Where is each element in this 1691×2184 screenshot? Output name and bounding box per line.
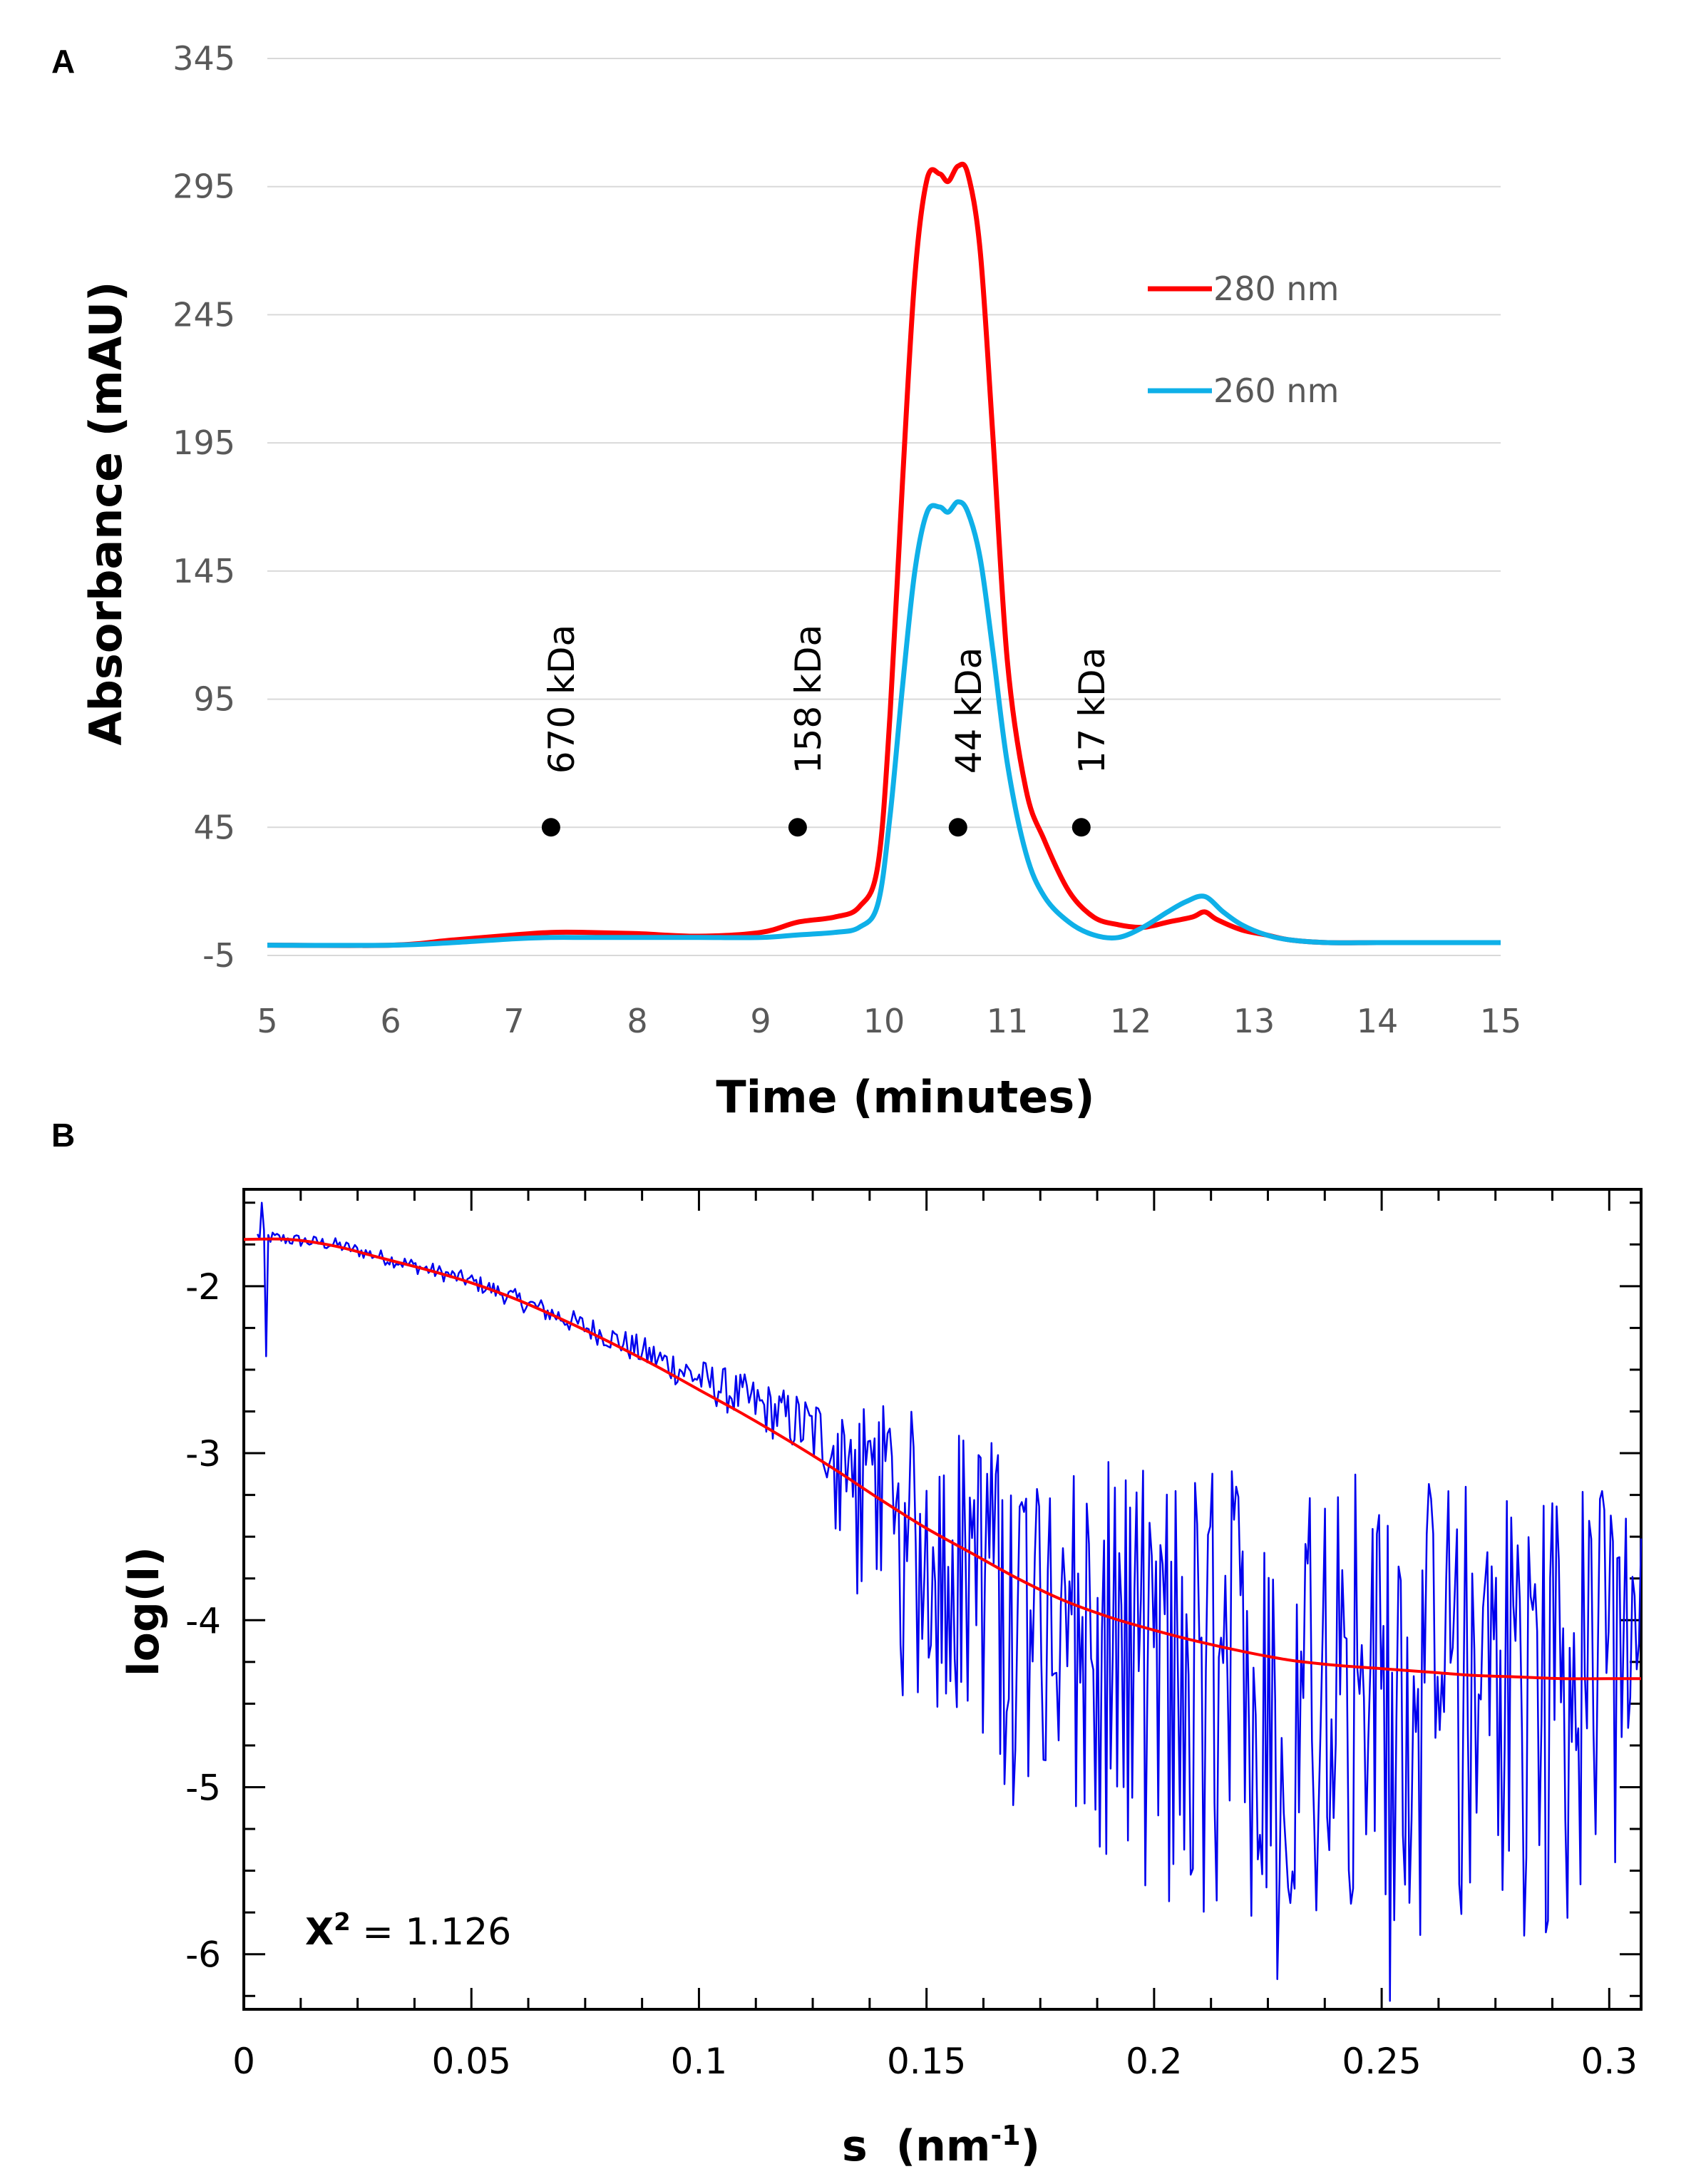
chart-b-plot-frame xyxy=(242,1188,1643,2011)
chart-a-x-tick-label: 10 xyxy=(863,1002,905,1040)
chart-a-legend-label: 260 nm xyxy=(1213,371,1339,410)
chart-b-y-tick-label: -6 xyxy=(185,1934,221,1976)
chart-a-gridlines xyxy=(267,58,1501,956)
chart-b-x-axis-symbol: s xyxy=(842,2121,868,2171)
chart-a-series xyxy=(267,161,1501,948)
chart-a-marker-label: 17 kDa xyxy=(1071,647,1113,774)
chart-a-y-tick-label: 195 xyxy=(173,424,235,462)
chart-b-x-tick-label: 0.2 xyxy=(1126,2041,1183,2082)
chart-a-y-tick-label: 145 xyxy=(173,552,235,590)
chart-a-marker-point xyxy=(948,818,967,837)
chart-a-x-tick-label: 5 xyxy=(257,1002,277,1040)
chart-a-x-tick-label: 14 xyxy=(1357,1002,1399,1040)
chart-a-marker-point xyxy=(1071,818,1091,837)
chart-b-frame xyxy=(242,1188,1643,2011)
chart-b-x-tick-label: 0.15 xyxy=(887,2041,966,2082)
chart-a-markers: 670 kDa 158 kDa 44 kDa 17 kDa xyxy=(541,625,1113,837)
chart-b: -2 -3 -4 -5 -6 0 0.05 0.1 0.15 0.2 0.25 0.3 X2 = 1… xyxy=(119,1188,1643,2171)
chart-b-series xyxy=(243,1201,1643,2002)
chart-b-tick-marks xyxy=(242,1189,1641,2009)
chart-b-x-axis-title: s (nm-1) xyxy=(842,2120,1040,2171)
chart-a-x-tick-label: 8 xyxy=(627,1002,647,1040)
chart-b-y-tick-label: -3 xyxy=(185,1433,221,1475)
chart-b-y-tick-label: -4 xyxy=(185,1600,221,1641)
chart-a-y-tick-label: 345 xyxy=(173,39,235,78)
chart-b-x-tick-label: 0 xyxy=(232,2041,255,2082)
chart-b-y-axis-title: log(I) xyxy=(119,1547,169,1676)
chart-a-legend-label: 280 nm xyxy=(1213,270,1339,308)
chart-a-marker-label: 158 kDa xyxy=(788,625,829,774)
chart-b-y-tick-labels: -2 -3 -4 -5 -6 xyxy=(185,1266,221,1976)
panel-label-b: B xyxy=(51,1117,75,1154)
chart-b-x-axis-unit-close: ) xyxy=(1021,2121,1040,2171)
chart-a-x-tick-label: 6 xyxy=(380,1002,401,1040)
chart-a-marker-point xyxy=(541,818,560,837)
chart-a-x-tick-label: 7 xyxy=(503,1002,524,1040)
chart-a-y-tick-label: 295 xyxy=(173,168,235,206)
chart-a-marker-label: 670 kDa xyxy=(541,625,582,774)
chart-a-y-tick-label: 45 xyxy=(193,808,235,846)
chart-a-legend: 280 nm 260 nm xyxy=(1148,270,1339,410)
chi-square-superscript: 2 xyxy=(334,1908,351,1937)
chart-b-y-tick-label: -2 xyxy=(185,1266,221,1308)
chart-a-series-line-2 xyxy=(267,499,1501,948)
chi-square-value: = 1.126 xyxy=(351,1911,512,1954)
chart-a-x-tick-label: 12 xyxy=(1110,1002,1152,1040)
chart-a-y-tick-label: 95 xyxy=(193,680,235,719)
chart-b-x-tick-label: 0.3 xyxy=(1581,2041,1638,2082)
panel-label-a: A xyxy=(51,43,75,80)
chart-b-x-tick-label: 0.25 xyxy=(1342,2041,1421,2082)
chart-a-x-tick-label: 11 xyxy=(987,1002,1029,1040)
chart-a-marker-point xyxy=(788,818,807,837)
chart-a-marker-label: 44 kDa xyxy=(948,647,990,774)
chart-a-x-axis-title: Time (minutes) xyxy=(716,1071,1094,1123)
chart-b-x-tick-label: 0.1 xyxy=(671,2041,728,2082)
chart-a-y-axis-title: Absorbance (mAU) xyxy=(80,282,132,746)
chi-square-symbol: X xyxy=(305,1911,334,1954)
chi-square-annotation: X2 = 1.126 xyxy=(305,1908,511,1954)
chart-a-x-tick-labels: 5 6 7 8 9 10 11 12 13 14 15 xyxy=(257,1002,1521,1040)
chart-b-x-axis-unit: (nm xyxy=(896,2121,991,2171)
chart-b-fit-line xyxy=(243,1237,1641,1681)
chart-b-data-line xyxy=(257,1201,1643,2002)
chart-a-y-tick-label: 245 xyxy=(173,295,235,334)
chart-b-x-tick-labels: 0 0.05 0.1 0.15 0.2 0.25 0.3 xyxy=(232,2041,1638,2082)
chart-a-y-tick-label: -5 xyxy=(202,936,235,975)
chart-b-y-tick-label: -5 xyxy=(185,1767,221,1808)
chart-a-x-tick-label: 9 xyxy=(750,1002,771,1040)
chart-b-x-tick-label: 0.05 xyxy=(432,2041,511,2082)
chart-a-x-tick-label: 13 xyxy=(1233,1002,1275,1040)
chart-b-x-axis-unit-sup: -1 xyxy=(990,2120,1020,2151)
chart-a-y-tick-labels: -5 45 95 145 195 245 295 345 xyxy=(173,39,235,975)
chart-a-x-tick-label: 15 xyxy=(1480,1002,1522,1040)
